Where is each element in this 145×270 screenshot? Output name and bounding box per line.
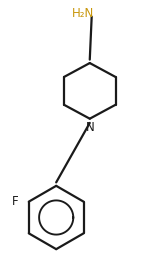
Text: F: F <box>12 195 19 208</box>
Text: N: N <box>86 121 95 134</box>
Text: H₂N: H₂N <box>72 7 94 20</box>
